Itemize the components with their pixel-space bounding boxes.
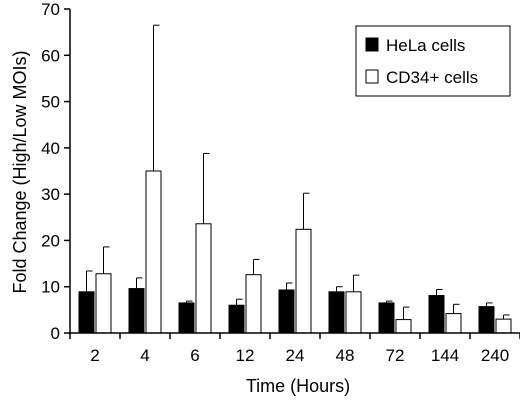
x-tick-label: 4 [140,346,149,365]
bar-cd34 [395,319,412,334]
x-tick-label: 144 [431,346,459,365]
x-tick-label: 24 [286,346,305,365]
bar-hela [178,302,195,334]
bar-hela [228,304,245,334]
bar-cd34 [145,170,162,334]
y-tick-label: 30 [41,185,60,204]
bar-cd34 [95,273,112,334]
bar-hela [428,295,445,334]
x-tick-label: 72 [386,346,405,365]
x-tick-label: 2 [90,346,99,365]
y-tick-label: 70 [41,0,60,19]
y-axis-title: Fold Change (High/Low MOIs) [10,50,30,293]
bar-hela [478,306,495,334]
legend-swatch-cd34 [365,69,379,84]
x-tick-label: 240 [481,346,509,365]
bar-cd34 [495,318,512,334]
bar-hela [378,302,395,334]
legend-label-cd34: CD34+ cells [386,68,478,87]
bar-hela [328,291,345,334]
legend: HeLa cells CD34+ cells [355,25,511,97]
y-tick-label: 40 [41,139,60,158]
x-tick-label: 6 [190,346,199,365]
bar-cd34 [295,228,312,334]
y-tick-label: 0 [51,324,60,343]
bar-cd34 [245,274,262,334]
legend-swatch-hela [365,37,379,52]
y-tick-label: 50 [41,93,60,112]
legend-label-hela: HeLa cells [386,36,465,55]
bar-hela [278,289,295,334]
y-tick-label: 60 [41,46,60,65]
bar-cd34 [195,223,212,334]
y-tick-label: 10 [41,278,60,297]
y-tick-label: 20 [41,231,60,250]
bar-hela [78,291,95,334]
bar-cd34 [445,313,462,334]
bar-cd34 [345,291,362,334]
bar-hela [128,288,145,334]
legend-box [355,25,511,97]
x-tick-label: 12 [236,346,255,365]
x-axis-title: Time (Hours) [246,376,350,396]
x-tick-label: 48 [336,346,355,365]
